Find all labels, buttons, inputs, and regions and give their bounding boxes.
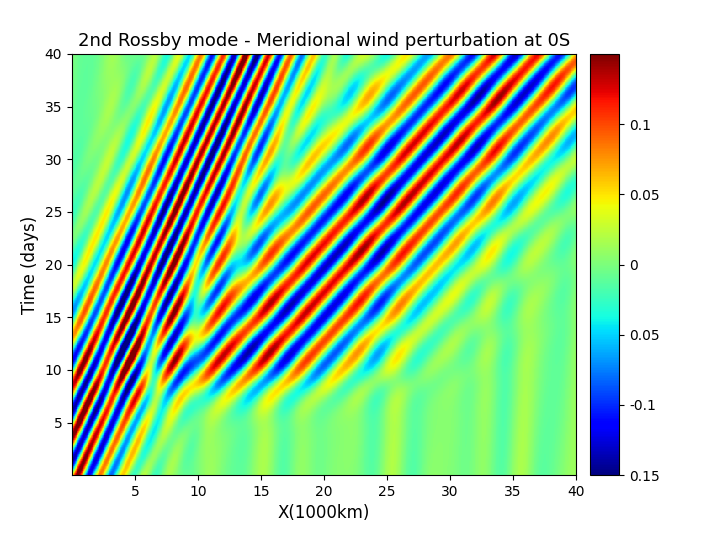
Title: 2nd Rossby mode - Meridional wind perturbation at 0S: 2nd Rossby mode - Meridional wind pertur… bbox=[78, 32, 570, 50]
Y-axis label: Time (days): Time (days) bbox=[21, 215, 39, 314]
X-axis label: X(1000km): X(1000km) bbox=[278, 504, 370, 523]
